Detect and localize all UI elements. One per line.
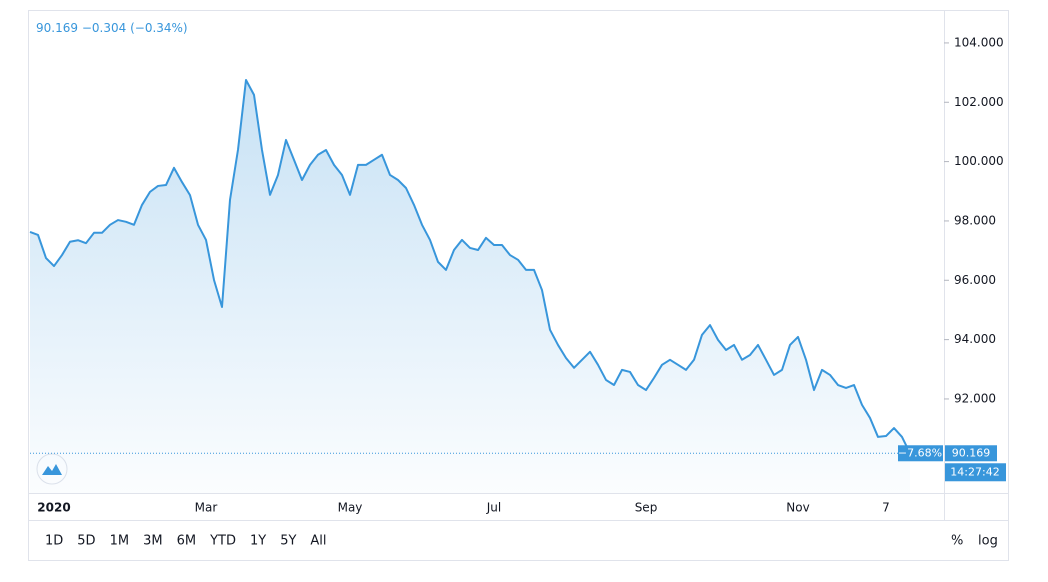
x-tick-label: Jul bbox=[486, 501, 501, 515]
range-button[interactable]: 1M bbox=[110, 534, 130, 549]
x-tick-label: May bbox=[338, 501, 363, 515]
range-button[interactable]: All bbox=[310, 534, 326, 549]
x-tick-label: Mar bbox=[195, 501, 218, 515]
y-tick-label: 98.000 bbox=[954, 213, 996, 227]
x-tick-label: Sep bbox=[635, 501, 658, 515]
scale-button[interactable]: log bbox=[978, 534, 998, 549]
x-tick-label: Nov bbox=[786, 501, 809, 515]
y-tick-label: 96.000 bbox=[954, 273, 996, 287]
scale-button[interactable]: % bbox=[951, 534, 963, 549]
x-tick-label: 2020 bbox=[37, 501, 70, 515]
change: −0.304 bbox=[82, 21, 126, 35]
time-badge bbox=[945, 463, 1006, 482]
range-button[interactable]: 1Y bbox=[250, 534, 266, 549]
header: 90.169 −0.304 (−0.34%) bbox=[36, 21, 188, 35]
range-button[interactable]: 3M bbox=[143, 534, 163, 549]
y-tick-label: 92.000 bbox=[954, 391, 996, 405]
range-button[interactable]: 5D bbox=[77, 534, 95, 549]
pct-label: −7.68% bbox=[898, 446, 942, 459]
range-button[interactable]: YTD bbox=[209, 534, 236, 549]
y-tick-label: 104.000 bbox=[954, 35, 1004, 49]
y-tick-label: 100.000 bbox=[954, 154, 1004, 168]
line bbox=[29, 79, 911, 454]
time-label: 14:27:42 bbox=[950, 465, 999, 478]
area bbox=[30, 80, 910, 493]
y-tick-label: 94.000 bbox=[954, 332, 996, 346]
pct-badge bbox=[898, 445, 943, 462]
range-button[interactable]: 5Y bbox=[280, 534, 296, 549]
price-label: 90.169 bbox=[952, 446, 991, 459]
price-badge bbox=[945, 445, 997, 462]
y-tick-label: 102.000 bbox=[954, 95, 1004, 109]
last-price: 90.169 bbox=[36, 21, 78, 35]
range-button[interactable]: 6M bbox=[177, 534, 197, 549]
range-button[interactable]: 1D bbox=[45, 534, 63, 549]
x-tick-label: 7 bbox=[882, 501, 890, 515]
change-percent: (−0.34%) bbox=[130, 21, 188, 35]
